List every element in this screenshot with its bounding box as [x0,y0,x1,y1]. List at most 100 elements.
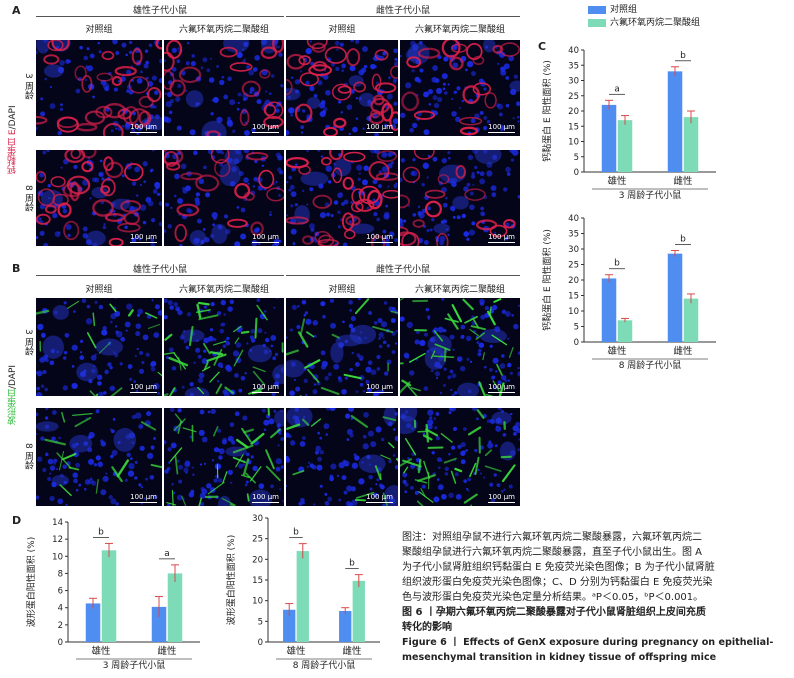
col-control: 对照组 [328,25,356,35]
image-b-female-control-8w: 100 μm [286,408,398,506]
row-group-label-a: 钙黏蛋白 E/DAPI [6,80,19,200]
y-axis-label: 波形蛋白阳性面积 (%) [225,535,237,625]
figure-caption: 图注：对照组孕鼠不进行六氟环氧丙烷二聚酸暴露，六氟环氧丙烷二 聚酸组孕鼠进行六氟… [402,530,792,665]
image-b-male-control-8w: 100 μm [36,408,162,506]
image-a-male-control-8w: 100 μm [36,150,162,246]
y-tick-label: 30 [568,77,579,87]
scale-bar: 100 μm [366,123,393,133]
chart-d-right: 波形蛋白阳性面积 (%) 0 5 10 15 20 25 30 b 雄性 b 雌性 8 周龄子代小鼠 [225,514,380,671]
scale-bar-label: 100 μm [252,383,279,391]
scale-bar: 100 μm [252,233,279,243]
caption-line: 为子代小鼠肾脏组织钙黏蛋白 E 免疫荧光染色图像；B 为子代小鼠肾脏 [402,562,715,573]
col-genx: 六氟环氧丙烷二聚酸组 [178,285,269,295]
legend-item-control: 对照组 [588,2,700,15]
bar [151,606,167,642]
y-tick-label: 5 [574,323,579,333]
scale-bar-label: 100 μm [488,383,515,391]
dapi-label: /DAPI [8,364,18,390]
header-male-b: 雄性子代小鼠 [132,265,187,275]
scale-bar: 100 μm [130,123,157,133]
panel-label-b: B [12,262,21,275]
row-label-8w: 8 周龄 [23,184,33,212]
header-male-a: 雄性子代小鼠 [132,6,187,16]
scale-bar-label: 100 μm [130,123,157,131]
x-tick-label: 雄性 [607,345,627,357]
bar [601,104,617,172]
scale-bar-line [130,242,157,243]
legend-label: 六氟环氧丙烷二聚酸组 [610,18,701,28]
col-genx: 六氟环氧丙烷二聚酸组 [178,25,269,35]
header-line [36,275,284,276]
header-line [286,275,520,276]
y-tick-label: 4 [58,604,63,614]
y-tick-label: 30 [568,245,579,255]
significance-label: b [614,259,620,269]
y-tick-label: 0 [574,338,579,348]
caption-title-en: Figure 6 丨 Effects of GenX exposure duri… [402,637,774,648]
scale-bar: 100 μm [488,123,515,133]
y-tick-label: 20 [252,555,263,565]
y-tick-label: 15 [568,122,579,132]
panel-label-d: D [12,514,22,527]
scale-bar-label: 100 μm [130,383,157,391]
x-tick-label: 雄性 [607,175,627,187]
image-a-male-genx-8w: 100 μm [164,150,284,246]
bar [339,611,352,642]
scale-bar-line [252,242,279,243]
scale-bar-line [130,132,157,133]
y-tick-label: 40 [568,46,579,56]
legend-swatch [588,5,606,14]
legend-item-genx: 六氟环氧丙烷二聚酸组 [588,15,700,28]
bar [352,580,365,642]
significance-label: a [164,549,170,559]
scale-bar: 100 μm [252,123,279,133]
bar [667,253,683,342]
y-tick-label: 20 [568,276,579,286]
header-female-a: 雌性子代小鼠 [375,6,430,16]
scale-bar-label: 100 μm [488,123,515,131]
y-tick-label: 5 [574,153,579,163]
caption-title-cn-2: 转化的影响 [402,622,452,633]
col-genx: 六氟环氧丙烷二聚酸组 [414,285,505,295]
y-tick-label: 10 [52,552,63,562]
bar [283,609,296,642]
image-a-female-genx-8w: 100 μm [400,150,520,246]
scale-bar: 100 μm [130,493,157,503]
y-tick-label: 0 [58,638,63,648]
x-tick-label: 雄性 [91,645,111,657]
scale-bar-line [366,242,393,243]
significance-label: b [293,528,299,538]
col-control: 对照组 [85,285,113,295]
y-axis-label: 钙黏蛋白 E 阳性面积 (%) [541,60,553,162]
chart-d-left: 波形蛋白阳性面积 (%) 0 2 4 6 8 10 12 14 b 雄性 a 雌性 3 周龄子代小鼠 [25,518,200,671]
y-tick-label: 12 [52,535,63,545]
scale-bar-line [252,392,279,393]
image-b-female-control-3w: 100 μm [286,298,398,396]
y-tick-label: 15 [252,576,263,586]
image-b-male-genx-8w: 100 μm [164,408,284,506]
chart-c-bottom: 钙黏蛋白 E 阳性面积 (%) 0 5 10 15 20 25 30 35 40 b 雄性 b 雌性 8 周… [541,214,716,371]
scale-bar-label: 100 μm [366,493,393,501]
bar [101,550,117,642]
scale-bar-line [130,502,157,503]
scale-bar-line [488,392,515,393]
scale-bar: 100 μm [130,233,157,243]
bar [683,298,699,342]
caption-line: 聚酸组孕鼠进行六氟环氧丙烷二聚酸暴露，直至子代小鼠出生。图 A [402,547,703,558]
x-axis-label: 8 周龄子代小鼠 [619,359,682,371]
y-tick-label: 30 [252,514,263,524]
scale-bar-label: 100 μm [366,123,393,131]
significance-label: b [680,235,686,245]
row-label-8w: 8 周龄 [23,442,33,470]
image-a-female-control-8w: 100 μm [286,150,398,246]
image-a-male-control-3w: 100 μm [36,40,162,136]
significance-label: b [680,51,686,61]
y-tick-label: 25 [568,92,579,102]
scale-bar: 100 μm [488,233,515,243]
y-tick-label: 10 [568,138,579,148]
y-tick-label: 5 [258,617,263,627]
y-tick-label: 6 [58,587,63,597]
panel-label-c: C [538,40,547,53]
y-tick-label: 10 [252,597,263,607]
scale-bar-label: 100 μm [366,383,393,391]
